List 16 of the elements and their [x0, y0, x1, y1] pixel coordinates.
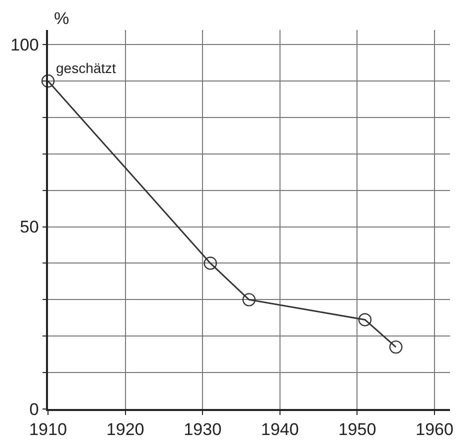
- y-tick-label: 0: [29, 400, 39, 419]
- x-tick-label: 1960: [416, 420, 454, 440]
- x-tick-label: 1950: [338, 420, 376, 440]
- point: [358, 313, 372, 326]
- point: [389, 340, 402, 354]
- x-tick-label: 1920: [106, 420, 144, 440]
- point: [41, 74, 55, 88]
- y-axis-title: %: [54, 9, 70, 28]
- x-tick-label: 1910: [29, 420, 67, 440]
- y-tick-label: 100: [10, 36, 39, 55]
- x-tick-label: 1940: [261, 420, 299, 440]
- y-tick-label: 50: [20, 218, 39, 237]
- point: [242, 293, 256, 306]
- annotation: geschätzt: [56, 60, 116, 76]
- x-tick-label: 1930: [184, 420, 222, 440]
- point: [204, 256, 217, 270]
